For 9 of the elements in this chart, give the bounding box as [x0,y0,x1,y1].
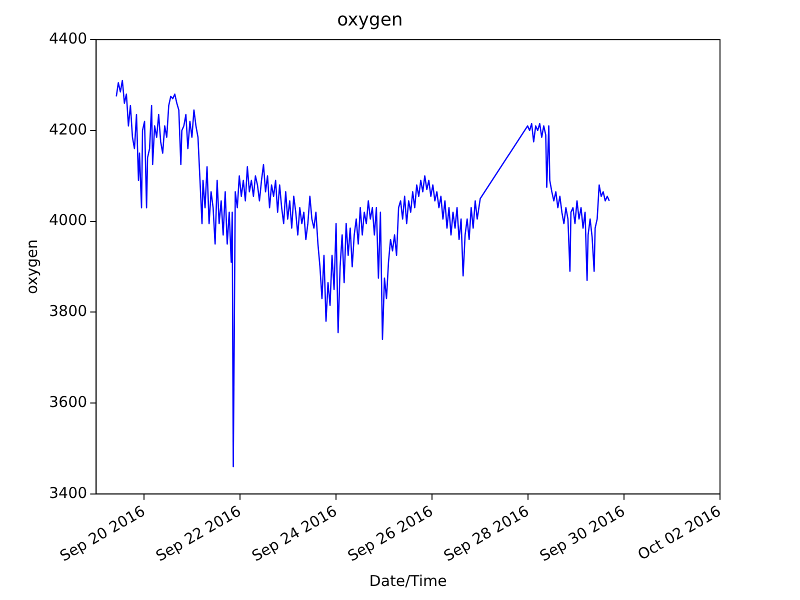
chart-title: oxygen [337,9,403,30]
y-tick-label: 3800 [48,302,88,320]
y-tick-label: 3600 [48,392,88,411]
y-tick-label: 4200 [48,120,88,138]
y-tick-label: 4000 [48,211,88,230]
y-tick-label: 4400 [48,29,88,48]
y-tick-label: 3400 [48,484,88,502]
x-axis-title: Date/Time [369,572,447,590]
y-axis-title: oxygen [22,239,41,294]
